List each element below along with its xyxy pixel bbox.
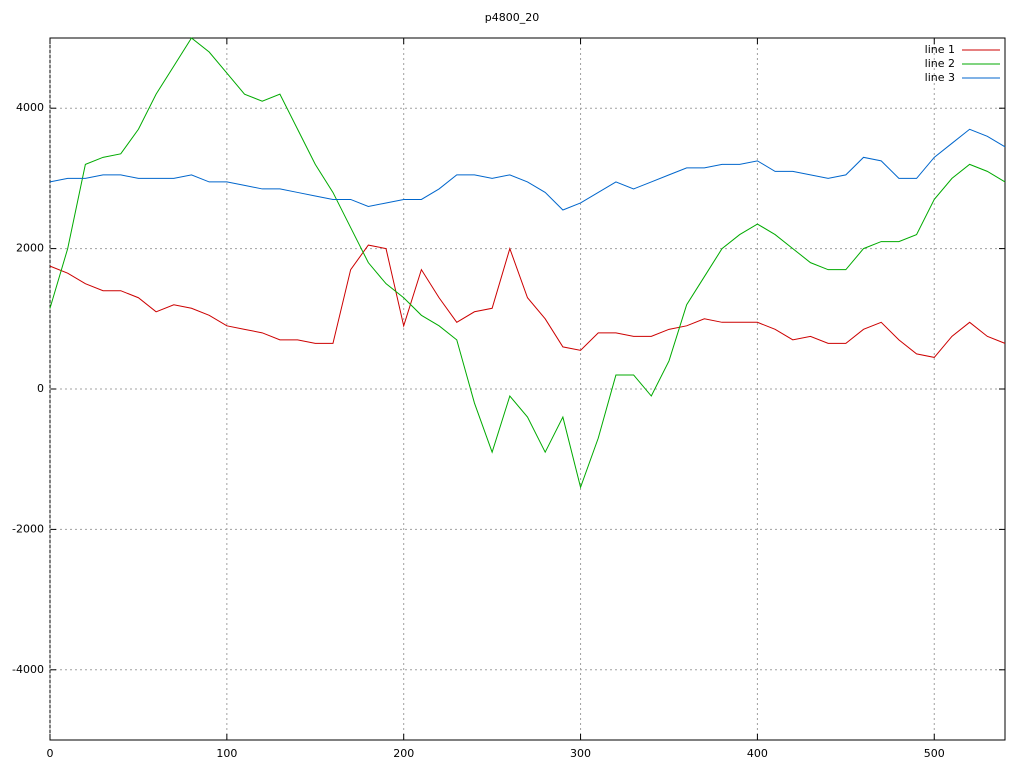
y-tick-label: 4000 bbox=[16, 101, 44, 114]
chart-title: p4800_20 bbox=[485, 11, 539, 24]
y-tick-label: -4000 bbox=[12, 663, 44, 676]
data-line bbox=[49, 244, 1006, 358]
x-tick-label: 0 bbox=[47, 747, 54, 760]
x-tick-label: 500 bbox=[924, 747, 945, 760]
data-line bbox=[49, 128, 1006, 211]
y-tick-label: -2000 bbox=[12, 522, 44, 535]
x-tick-label: 200 bbox=[393, 747, 414, 760]
y-tick-label: 0 bbox=[37, 382, 44, 395]
legend-label: line 3 bbox=[925, 71, 955, 84]
x-tick-label: 400 bbox=[747, 747, 768, 760]
legend-label: line 1 bbox=[925, 43, 955, 56]
legend-label: line 2 bbox=[925, 57, 955, 70]
data-line bbox=[49, 37, 1006, 489]
x-tick-label: 300 bbox=[570, 747, 591, 760]
x-tick-label: 100 bbox=[216, 747, 237, 760]
y-tick-label: 2000 bbox=[16, 242, 44, 255]
